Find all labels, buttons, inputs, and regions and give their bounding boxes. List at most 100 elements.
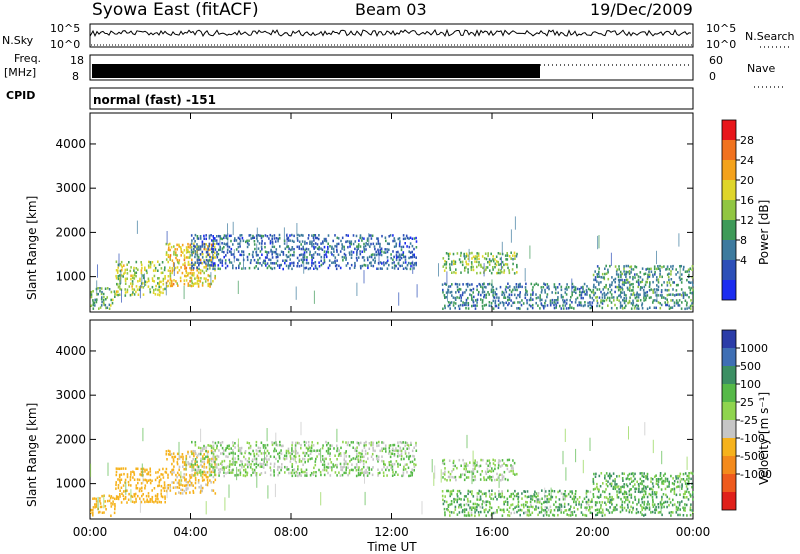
echo-cell bbox=[138, 489, 141, 493]
echo-cell bbox=[388, 248, 390, 251]
echo-cell bbox=[278, 455, 281, 458]
echo-cell bbox=[146, 280, 148, 284]
echo-cell bbox=[255, 462, 258, 466]
echo-cell bbox=[122, 467, 125, 470]
echo-noise bbox=[575, 448, 577, 463]
echo-cell bbox=[454, 302, 457, 305]
echo-cell bbox=[465, 462, 468, 465]
echo-cell bbox=[101, 296, 103, 299]
echo-cell bbox=[476, 464, 478, 467]
echo-cell bbox=[315, 266, 317, 270]
echo-cell bbox=[655, 267, 658, 271]
echo-cell bbox=[465, 467, 467, 471]
echo-cell bbox=[628, 272, 631, 276]
colorbar-swatch bbox=[722, 160, 736, 180]
echo-cell bbox=[363, 259, 366, 262]
echo-cell bbox=[485, 514, 487, 517]
echo-cell bbox=[525, 291, 527, 294]
echo-cell bbox=[364, 452, 367, 456]
echo-cell bbox=[207, 444, 209, 447]
echo-cell bbox=[167, 487, 169, 490]
echo-cell bbox=[131, 500, 134, 503]
echo-cell bbox=[135, 260, 138, 264]
echo-cell bbox=[368, 468, 370, 471]
echo-cell bbox=[361, 239, 363, 242]
echo-cell bbox=[477, 254, 480, 257]
echo-cell bbox=[449, 285, 452, 288]
echo-cell bbox=[449, 514, 451, 517]
echo-cell bbox=[505, 290, 508, 294]
echo-cell bbox=[96, 298, 98, 301]
echo-cell bbox=[329, 444, 331, 447]
echo-cell bbox=[531, 303, 534, 307]
echo-cell bbox=[194, 458, 197, 461]
echo-cell bbox=[365, 440, 367, 444]
echo-cell bbox=[456, 252, 459, 255]
echo-cell bbox=[538, 511, 541, 514]
echo-cell bbox=[465, 301, 468, 304]
echo-cell bbox=[106, 306, 109, 309]
echo-cell bbox=[151, 277, 154, 280]
echo-cell bbox=[157, 288, 159, 292]
echo-cell bbox=[686, 293, 688, 297]
echo-cell bbox=[377, 239, 380, 243]
echo-cell bbox=[259, 465, 262, 468]
echo-cell bbox=[411, 449, 414, 453]
echo-cell bbox=[205, 255, 208, 259]
echo-cell bbox=[359, 234, 362, 237]
echo-cell bbox=[352, 468, 354, 472]
echo-cell bbox=[560, 296, 563, 299]
echo-cell bbox=[144, 484, 147, 487]
echo-cell bbox=[379, 261, 382, 264]
echo-cell bbox=[202, 253, 204, 256]
echo-cell bbox=[135, 285, 138, 288]
echo-cell bbox=[285, 454, 288, 458]
echo-cell bbox=[630, 283, 633, 286]
echo-cell bbox=[458, 458, 461, 462]
echo-cell bbox=[639, 286, 642, 289]
echo-cell bbox=[264, 444, 266, 447]
echo-cell bbox=[207, 253, 209, 257]
echo-cell bbox=[681, 301, 683, 304]
colorbar-tick-label: 100 bbox=[740, 378, 761, 391]
echo-cell bbox=[661, 495, 663, 499]
echo-cell bbox=[598, 296, 601, 299]
echo-cell bbox=[406, 267, 408, 271]
echo-cell bbox=[413, 247, 415, 251]
echo-cell bbox=[636, 295, 638, 299]
echo-cell bbox=[176, 258, 179, 262]
echo-cell bbox=[250, 474, 253, 477]
echo-cell bbox=[481, 291, 484, 294]
echo-cell bbox=[325, 255, 328, 259]
echo-cell bbox=[208, 253, 211, 256]
echo-cell bbox=[629, 283, 631, 287]
echo-cell bbox=[670, 511, 673, 514]
echo-cell bbox=[197, 481, 200, 484]
echo-cell bbox=[258, 242, 261, 245]
echo-cell bbox=[297, 233, 299, 237]
echo-cell bbox=[191, 460, 193, 463]
echo-cell bbox=[365, 460, 367, 464]
echo-cell bbox=[441, 490, 444, 493]
echo-cell bbox=[562, 307, 565, 310]
echo-cell bbox=[246, 255, 249, 259]
echo-cell bbox=[660, 303, 663, 307]
echo-cell bbox=[199, 271, 202, 275]
echo-cell bbox=[189, 280, 191, 283]
echo-cell bbox=[149, 467, 151, 470]
echo-cell bbox=[612, 472, 615, 475]
echo-cell bbox=[507, 282, 509, 285]
echo-cell bbox=[582, 304, 585, 308]
echo-cell bbox=[174, 248, 176, 251]
echo-cell bbox=[350, 253, 353, 256]
echo-cell bbox=[352, 446, 354, 449]
echo-cell bbox=[487, 291, 489, 294]
echo-cell bbox=[596, 304, 598, 308]
echo-cell bbox=[582, 513, 584, 517]
echo-cell bbox=[336, 250, 338, 253]
echo-cell bbox=[390, 463, 393, 467]
echo-cell bbox=[593, 293, 595, 297]
echo-cell bbox=[194, 474, 196, 477]
echo-cell bbox=[661, 283, 663, 287]
